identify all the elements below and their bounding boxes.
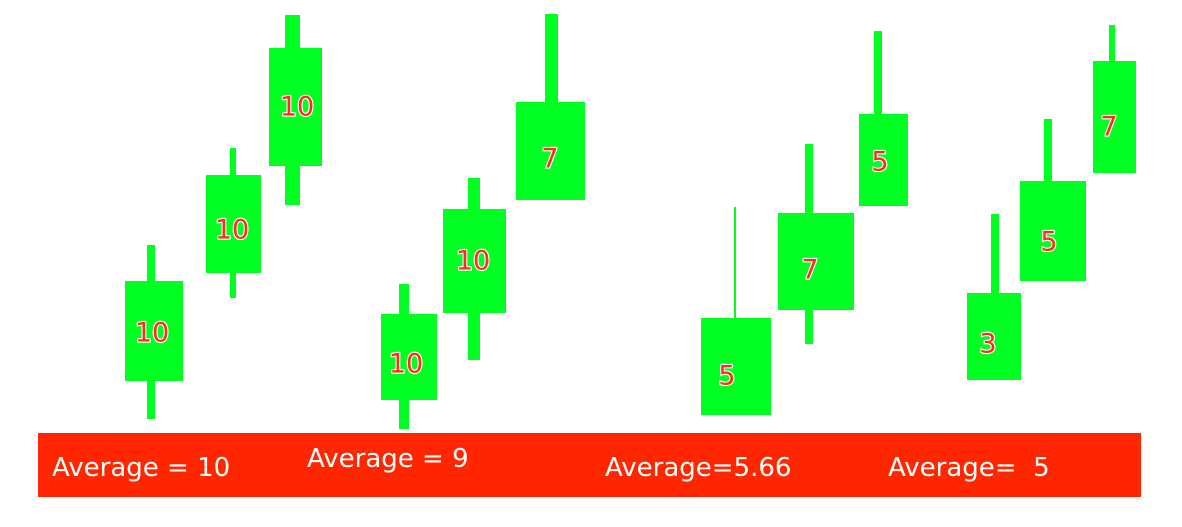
- candle-value-label: 10: [215, 215, 249, 246]
- candle-group-1: 10 10 10: [125, 15, 322, 419]
- candle-value-label: 7: [1100, 112, 1117, 143]
- candle-value-label: 3: [979, 329, 996, 360]
- candle-body: [1020, 181, 1086, 281]
- candle: 10: [269, 15, 322, 205]
- candle: 7: [778, 144, 854, 344]
- candle: 10: [206, 148, 261, 298]
- candle-body: [516, 102, 585, 200]
- average-label-1: Average = 10: [52, 453, 230, 483]
- candle-wick: [991, 214, 999, 293]
- candle: 10: [381, 284, 437, 429]
- candle-value-label: 5: [718, 361, 735, 392]
- candle: 7: [516, 14, 585, 200]
- candle-value-label: 7: [801, 255, 818, 286]
- average-label-4: Average= 5: [888, 453, 1050, 483]
- candle-wick: [734, 207, 736, 318]
- candle-value-label: 5: [871, 147, 888, 178]
- candle-value-label: 10: [456, 246, 490, 277]
- candle-body: [701, 318, 771, 415]
- candle-wick: [1109, 25, 1115, 61]
- candle: 10: [443, 178, 506, 360]
- candle-wick: [545, 14, 558, 102]
- candle: 3: [967, 214, 1021, 380]
- candle-body: [269, 48, 322, 166]
- candle-wick: [874, 31, 882, 114]
- candle-body: [125, 281, 183, 381]
- candle-body: [967, 293, 1021, 380]
- candle-body: [859, 114, 908, 206]
- candle-group-3: 5 7 5: [701, 31, 908, 415]
- candle-value-label: 7: [541, 144, 558, 175]
- candle: 5: [1020, 119, 1086, 281]
- candle: 10: [125, 245, 183, 419]
- candle-body: [206, 175, 261, 273]
- candle: 5: [859, 31, 908, 206]
- candle-value-label: 10: [135, 318, 169, 349]
- candle: 7: [1093, 25, 1136, 173]
- candles-layer: 10 10 10 10 10 7 5 7 5 3 5 7: [125, 14, 1136, 429]
- average-label-3: Average=5.66: [605, 453, 791, 483]
- candle-group-4: 3 5 7: [967, 25, 1136, 380]
- averages-layer: Average = 10 Average = 9 Average=5.66 Avera…: [52, 444, 1050, 483]
- candle: 5: [701, 207, 771, 415]
- candle-body: [1093, 61, 1136, 173]
- candle-group-2: 10 10 7: [381, 14, 585, 429]
- average-label-2: Average = 9: [307, 444, 469, 474]
- candle-body: [381, 314, 437, 400]
- candle-value-label: 5: [1040, 227, 1057, 258]
- candle-body: [778, 213, 854, 310]
- average-banner: [38, 433, 1141, 497]
- candle-value-label: 10: [389, 349, 423, 380]
- candle-wick: [1044, 119, 1052, 181]
- candle-value-label: 10: [280, 92, 314, 123]
- candle-body: [443, 209, 506, 313]
